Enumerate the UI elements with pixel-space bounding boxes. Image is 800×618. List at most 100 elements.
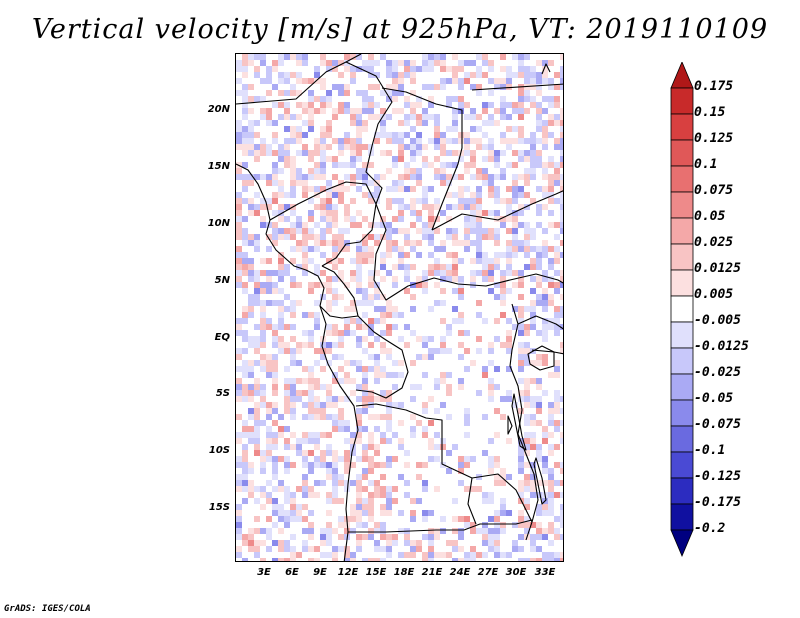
field-cell [530,540,536,546]
field-cell [362,444,368,450]
field-cell [410,102,416,108]
field-cell [440,528,446,534]
field-cell [350,198,356,204]
field-cell [530,558,536,561]
field-cell [326,492,332,498]
field-cell [422,270,428,276]
field-cell [314,186,320,192]
field-cell [392,132,398,138]
field-cell [428,234,434,240]
field-cell [308,438,314,444]
field-cell [554,246,560,252]
field-cell [410,552,416,558]
field-cell [302,234,308,240]
field-cell [560,156,563,162]
field-cell [404,144,410,150]
field-cell [314,360,320,366]
field-cell [290,180,296,186]
field-cell [326,120,332,126]
field-cell [560,342,563,348]
field-cell [530,246,536,252]
field-cell [356,480,362,486]
field-cell [536,294,542,300]
field-cell [296,216,302,222]
field-cell [332,60,338,66]
field-cell [278,456,284,462]
field-cell [380,252,386,258]
field-cell [290,384,296,390]
field-cell [446,180,452,186]
field-cell [476,144,482,150]
field-cell [518,96,524,102]
field-cell [356,408,362,414]
field-cell [236,330,242,336]
field-cell [296,132,302,138]
field-cell [410,204,416,210]
field-cell [242,54,248,60]
field-cell [290,312,296,318]
field-cell [530,414,536,420]
field-cell [350,114,356,120]
field-cell [332,240,338,246]
field-cell [368,108,374,114]
field-cell [506,246,512,252]
field-cell [278,72,284,78]
field-cell [392,498,398,504]
field-cell [488,540,494,546]
field-cell [284,114,290,120]
field-cell [356,432,362,438]
field-cell [404,270,410,276]
field-cell [440,276,446,282]
field-cell [560,78,563,84]
field-cell [500,282,506,288]
field-cell [446,330,452,336]
field-cell [368,444,374,450]
field-cell [524,516,530,522]
field-cell [548,186,554,192]
field-cell [458,102,464,108]
field-cell [428,138,434,144]
field-cell [362,96,368,102]
field-cell [356,456,362,462]
field-cell [326,210,332,216]
field-cell [266,366,272,372]
field-cell [482,258,488,264]
field-cell [356,360,362,366]
field-cell [452,234,458,240]
field-cell [314,162,320,168]
field-cell [326,204,332,210]
field-cell [416,168,422,174]
field-cell [506,330,512,336]
field-cell [320,294,326,300]
field-cell [422,552,428,558]
field-cell [530,432,536,438]
field-cell [356,120,362,126]
field-cell [290,348,296,354]
field-cell [254,444,260,450]
field-cell [524,348,530,354]
field-cell [452,126,458,132]
field-cell [314,246,320,252]
field-cell [536,330,542,336]
field-cell [410,144,416,150]
field-cell [494,210,500,216]
field-cell [272,366,278,372]
field-cell [488,156,494,162]
field-cell [488,384,494,390]
field-cell [524,90,530,96]
field-cell [524,480,530,486]
field-cell [434,168,440,174]
field-cell [242,84,248,90]
field-cell [380,216,386,222]
field-cell [518,312,524,318]
field-cell [410,498,416,504]
field-cell [362,498,368,504]
field-cell [272,330,278,336]
field-cell [482,168,488,174]
field-cell [290,246,296,252]
field-cell [470,522,476,528]
field-cell [530,360,536,366]
field-cell [302,342,308,348]
field-cell [434,486,440,492]
field-cell [272,540,278,546]
